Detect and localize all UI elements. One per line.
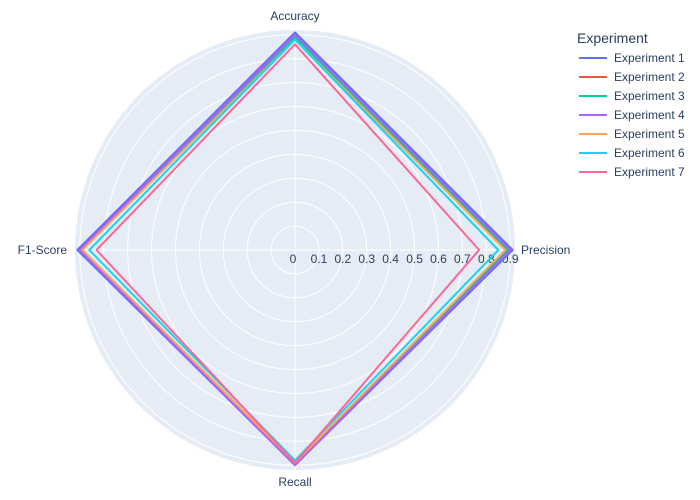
radial-tick-label: 0.7 — [454, 252, 471, 266]
radial-tick-label: 0.4 — [382, 252, 399, 266]
legend-label: Experiment 3 — [614, 89, 685, 103]
angular-axis-labels: Accuracy Precision Recall F1-Score — [18, 9, 571, 489]
legend-label: Experiment 2 — [614, 70, 685, 84]
legend-label: Experiment 1 — [614, 51, 685, 65]
legend-item[interactable]: Experiment 6 — [579, 146, 685, 160]
axis-label-accuracy: Accuracy — [270, 9, 319, 23]
radial-tick-label: 0 — [290, 252, 297, 266]
series-line-6[interactable] — [88, 38, 500, 462]
legend-item[interactable]: Experiment 2 — [579, 70, 685, 84]
legend-label: Experiment 6 — [614, 146, 685, 160]
legend-title: Experiment — [577, 30, 648, 46]
legend-items: Experiment 1 Experiment 2 Experiment 3 Expe… — [579, 51, 685, 179]
series-group — [76, 31, 514, 467]
legend-item[interactable]: Experiment 1 — [579, 51, 685, 65]
series-line-4[interactable] — [78, 33, 512, 467]
radial-tick-label: 0.6 — [430, 252, 447, 266]
radial-tick-label: 0.3 — [358, 252, 375, 266]
radial-tick-labels: 0 0.1 0.2 0.3 0.4 0.5 0.6 0.7 0.8 0.9 — [290, 252, 519, 266]
axis-label-precision: Precision — [521, 243, 570, 257]
legend-label: Experiment 7 — [614, 165, 685, 179]
radial-tick-label: 0.8 — [478, 252, 495, 266]
legend-item[interactable]: Experiment 3 — [579, 89, 685, 103]
legend-label: Experiment 5 — [614, 127, 685, 141]
axis-label-recall: Recall — [278, 475, 311, 489]
series-line-7[interactable] — [95, 43, 481, 464]
legend-label: Experiment 4 — [614, 108, 685, 122]
legend-item[interactable]: Experiment 7 — [579, 165, 685, 179]
axis-label-f1-score: F1-Score — [18, 243, 68, 257]
radial-tick-label: 0.1 — [311, 252, 328, 266]
legend-item[interactable]: Experiment 5 — [579, 127, 685, 141]
legend-item[interactable]: Experiment 4 — [579, 108, 685, 122]
radial-tick-label: 0.2 — [334, 252, 351, 266]
radial-tick-label: 0.5 — [406, 252, 423, 266]
